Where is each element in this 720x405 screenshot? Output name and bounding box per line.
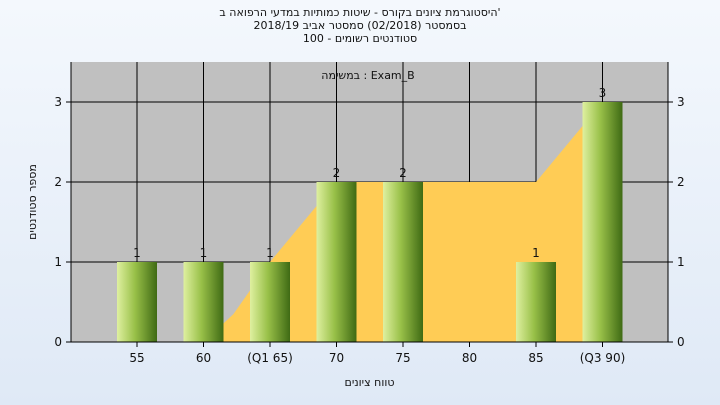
title-line-3: סטודנטים רשומים - 100 (302, 32, 418, 45)
x-tick-label: 70 (329, 351, 344, 365)
bar-75 (383, 182, 423, 342)
x-tick-label: 85 (528, 351, 543, 365)
cumulative-area (137, 102, 603, 342)
title-line-2: בסמסטר (02/2018) סמסטר אביב 2018/19 (253, 19, 467, 32)
x-tick-label: 80 (462, 351, 477, 365)
bar-(Q3 90) (582, 102, 623, 342)
y-tick-label-right: 3 (677, 95, 685, 109)
y-tick-label-right: 2 (677, 175, 685, 189)
data-label: 2 (399, 166, 407, 180)
bar-70 (316, 182, 357, 342)
x-axis-title: טווח ציונים (345, 376, 395, 389)
x-tick-label: 75 (395, 351, 410, 365)
y-tick-label-left: 0 (54, 335, 62, 349)
y-tick-label-left: 1 (54, 255, 62, 269)
bar-60 (183, 262, 224, 342)
x-tick-label: 60 (196, 351, 211, 365)
bar-85 (516, 262, 556, 342)
chart-annotation: במשימה : Exam_B (321, 69, 414, 82)
axes: 0 0 1 1 2 2 3 3 55 60 (Q1 65) 70 75 80 85 (Q3 90) (54, 62, 685, 365)
y-tick-label-right: 0 (677, 335, 685, 349)
data-label: 1 (266, 246, 274, 260)
data-label: 1 (133, 246, 141, 260)
data-label: 2 (333, 166, 341, 180)
y-tick-label-left: 3 (54, 95, 62, 109)
data-label: 3 (599, 86, 607, 100)
y-axis-title: מספר סטודנטים (26, 164, 39, 240)
data-labels: 1 1 1 2 2 1 3 (133, 86, 606, 260)
data-label: 1 (532, 246, 540, 260)
bar-(Q1 65) (250, 262, 290, 342)
bars (117, 102, 623, 342)
title-line-1: היסטוגרמת ציונים בקורס - שיטות כמותיות ב… (219, 6, 501, 19)
y-tick-label-right: 1 (677, 255, 685, 269)
x-tick-label: (Q1 65) (247, 351, 293, 365)
bar-55 (117, 262, 157, 342)
data-label: 1 (200, 246, 208, 260)
x-tick-label: (Q3 90) (580, 351, 626, 365)
y-tick-label-left: 2 (54, 175, 62, 189)
chart-title: היסטוגרמת ציונים בקורס - שיטות כמותיות ב… (0, 6, 720, 45)
x-tick-label: 55 (129, 351, 144, 365)
